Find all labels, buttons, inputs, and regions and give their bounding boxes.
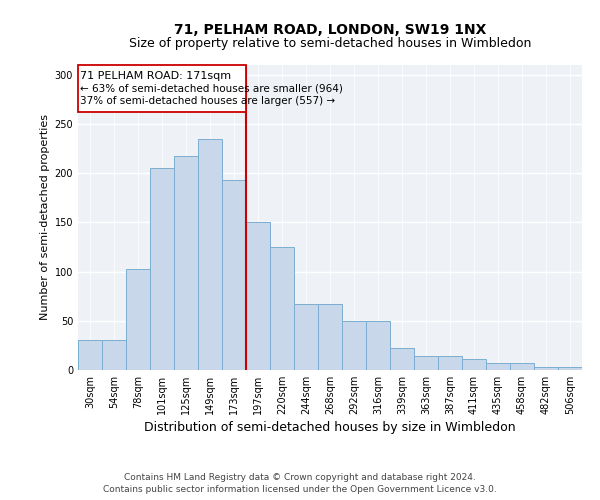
Bar [558,367,582,370]
Bar [486,363,510,370]
Bar [294,304,318,370]
Y-axis label: Number of semi-detached properties: Number of semi-detached properties [40,114,50,320]
Text: 37% of semi-detached houses are larger (557) →: 37% of semi-detached houses are larger (… [80,96,335,106]
Bar [366,321,390,370]
Text: Size of property relative to semi-detached houses in Wimbledon: Size of property relative to semi-detach… [129,38,531,51]
Bar [174,156,198,370]
Bar [198,139,222,370]
Text: ← 63% of semi-detached houses are smaller (964): ← 63% of semi-detached houses are smalle… [80,84,343,94]
X-axis label: Distribution of semi-detached houses by size in Wimbledon: Distribution of semi-detached houses by … [144,421,516,434]
FancyBboxPatch shape [78,65,246,112]
Text: 71, PELHAM ROAD, LONDON, SW19 1NX: 71, PELHAM ROAD, LONDON, SW19 1NX [174,22,486,36]
Bar [414,356,438,370]
Bar [222,180,246,370]
Bar [342,321,366,370]
Bar [438,356,462,370]
Bar [150,168,174,370]
Bar [390,348,414,370]
Bar [462,359,486,370]
Bar [126,268,150,370]
Bar [318,304,342,370]
Text: 71 PELHAM ROAD: 171sqm: 71 PELHAM ROAD: 171sqm [80,71,232,81]
Bar [78,340,102,370]
Text: Contains HM Land Registry data © Crown copyright and database right 2024.: Contains HM Land Registry data © Crown c… [124,472,476,482]
Bar [510,363,534,370]
Bar [246,222,270,370]
Bar [102,340,126,370]
Bar [270,247,294,370]
Bar [534,367,558,370]
Text: Contains public sector information licensed under the Open Government Licence v3: Contains public sector information licen… [103,485,497,494]
